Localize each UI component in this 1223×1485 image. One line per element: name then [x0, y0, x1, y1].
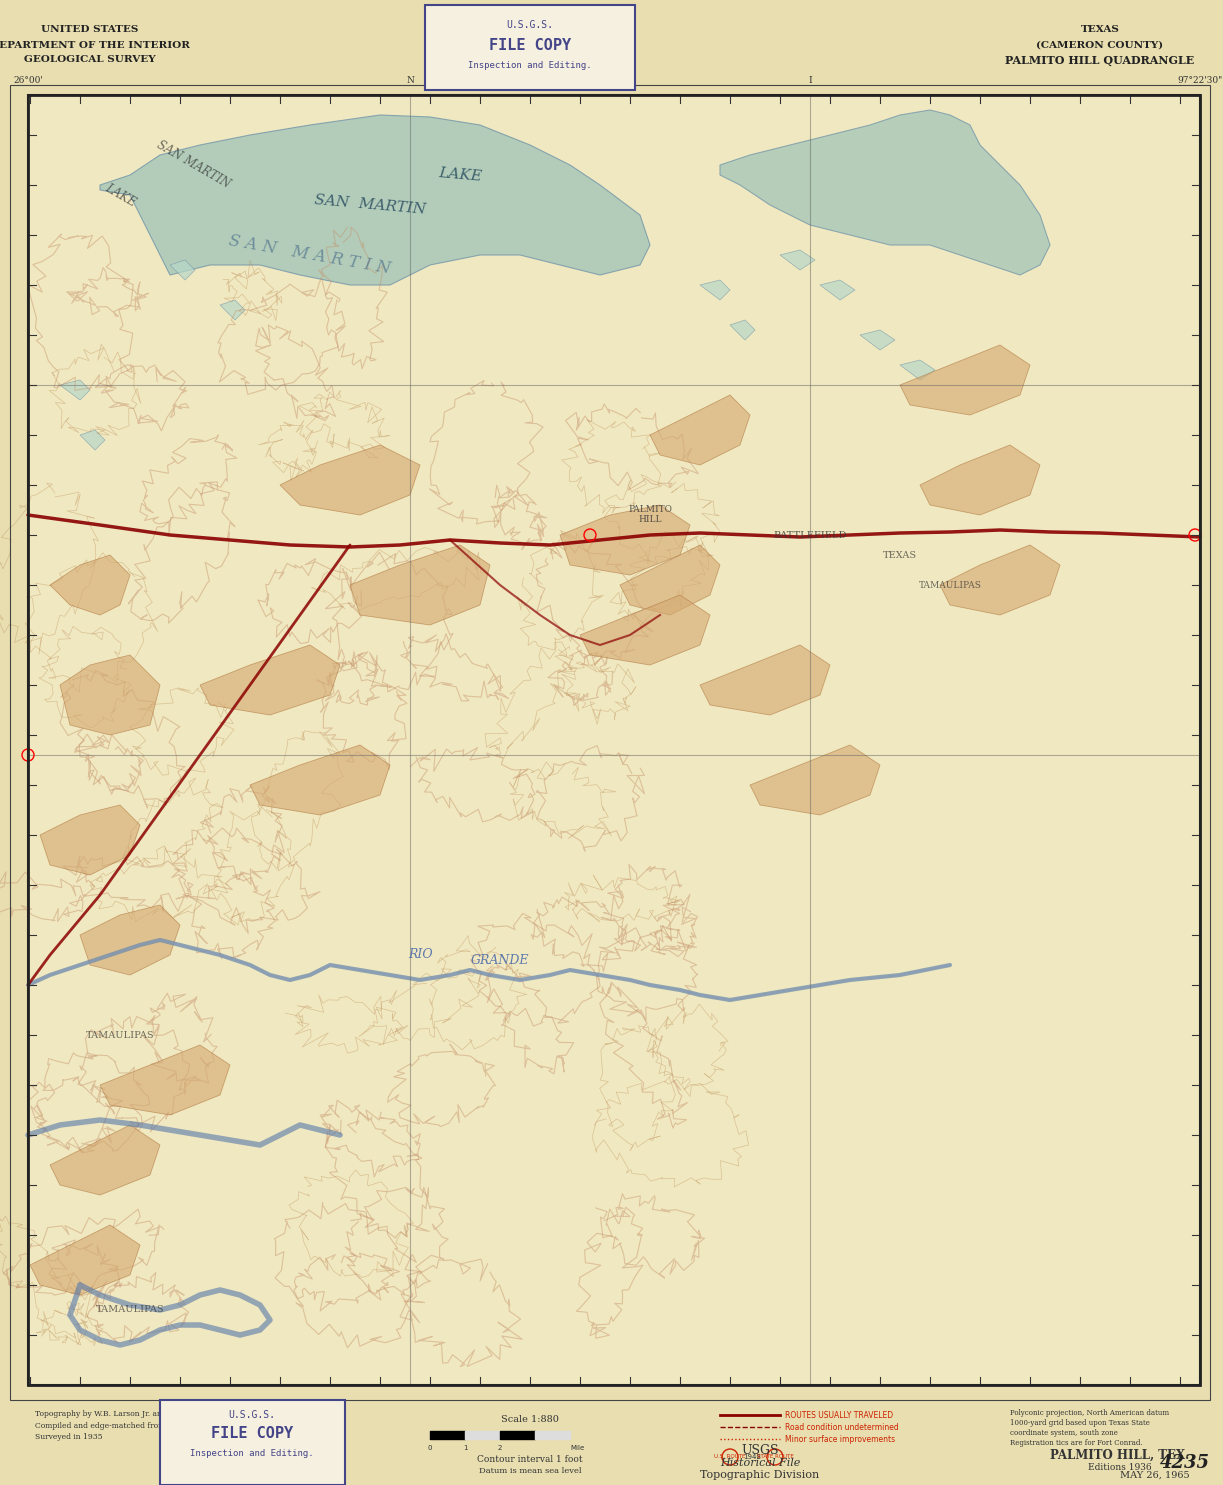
Polygon shape: [170, 260, 194, 281]
Text: Topographic Division: Topographic Division: [701, 1470, 819, 1481]
Text: MAY 26, 1965: MAY 26, 1965: [1120, 1470, 1190, 1479]
Text: LAKE: LAKE: [103, 181, 138, 209]
Polygon shape: [60, 380, 91, 399]
Text: SAN MARTIN: SAN MARTIN: [155, 138, 232, 192]
Polygon shape: [819, 281, 855, 300]
Polygon shape: [100, 114, 649, 285]
Text: SAN  MARTIN: SAN MARTIN: [313, 193, 427, 217]
Polygon shape: [620, 545, 720, 615]
Text: Scale 1:880: Scale 1:880: [501, 1415, 559, 1424]
Text: Editions 1936: Editions 1936: [1088, 1463, 1152, 1472]
Polygon shape: [900, 359, 936, 380]
FancyBboxPatch shape: [426, 4, 635, 91]
Polygon shape: [560, 505, 690, 575]
Text: N: N: [406, 76, 413, 85]
Text: GEOLOGICAL SURVEY: GEOLOGICAL SURVEY: [24, 55, 155, 64]
Text: CAMERON COUNTY, TEXAS: CAMERON COUNTY, TEXAS: [433, 50, 607, 61]
Text: PALMITO: PALMITO: [627, 505, 671, 514]
Polygon shape: [940, 545, 1060, 615]
Text: 0: 0: [428, 1445, 432, 1451]
Text: S A N   M A R T I N: S A N M A R T I N: [227, 232, 393, 278]
Text: FILE COPY: FILE COPY: [210, 1426, 294, 1440]
Text: TEXAS: TEXAS: [1081, 25, 1119, 34]
Text: TAMAULIPAS: TAMAULIPAS: [918, 581, 981, 590]
Polygon shape: [100, 1045, 230, 1115]
Text: RIO: RIO: [407, 949, 432, 961]
Text: STATE ROUTE: STATE ROUTE: [757, 1454, 794, 1460]
Polygon shape: [720, 110, 1051, 275]
Polygon shape: [920, 446, 1040, 515]
Text: GRANDE: GRANDE: [471, 953, 530, 967]
Bar: [10, 85, 1210, 1400]
Text: coordinate system, south zone: coordinate system, south zone: [1010, 1429, 1118, 1437]
Text: Contour interval 1 foot: Contour interval 1 foot: [477, 1455, 583, 1464]
Text: U.S.G.S.: U.S.G.S.: [229, 1409, 275, 1420]
Bar: [28, 95, 1200, 1386]
Polygon shape: [31, 1225, 139, 1295]
Text: HILL: HILL: [638, 515, 662, 524]
Text: USGS: USGS: [741, 1443, 779, 1457]
Text: Polyconic projection, North American datum: Polyconic projection, North American dat…: [1010, 1409, 1169, 1417]
Text: 97°22'30": 97°22'30": [1178, 76, 1223, 85]
Text: 4235: 4235: [1159, 1454, 1210, 1472]
Text: I: I: [808, 76, 812, 85]
Text: Registration tics are for Fort Conrad.: Registration tics are for Fort Conrad.: [1010, 1439, 1142, 1446]
Text: LAKE: LAKE: [438, 166, 482, 184]
Polygon shape: [750, 745, 881, 815]
Polygon shape: [40, 805, 139, 875]
Text: DEPARTMENT OF THE INTERIOR: DEPARTMENT OF THE INTERIOR: [0, 40, 190, 49]
Polygon shape: [649, 395, 750, 465]
Text: FILE COPY: FILE COPY: [489, 37, 571, 52]
Text: 26°00': 26°00': [13, 76, 43, 85]
Polygon shape: [280, 446, 419, 515]
Polygon shape: [900, 345, 1030, 414]
Text: TEXAS: TEXAS: [883, 551, 917, 560]
Text: 2: 2: [498, 1445, 503, 1451]
Text: Topography by W.B. Larson Jr. and S.S. Ferro
Compiled and edge-matched from aeri: Topography by W.B. Larson Jr. and S.S. F…: [35, 1409, 242, 1442]
Polygon shape: [700, 644, 830, 714]
Text: Datum is mean sea level: Datum is mean sea level: [478, 1467, 581, 1475]
Text: PALMITO HILL, TEX.: PALMITO HILL, TEX.: [1051, 1448, 1190, 1461]
Text: PALMITO HILL QUADRANGLE: PALMITO HILL QUADRANGLE: [1005, 55, 1195, 65]
Polygon shape: [60, 655, 160, 735]
Text: 1000-yard grid based upon Texas State: 1000-yard grid based upon Texas State: [1010, 1420, 1150, 1427]
Text: TAMAULIPAS: TAMAULIPAS: [95, 1305, 164, 1314]
FancyBboxPatch shape: [160, 1400, 345, 1485]
Polygon shape: [220, 300, 245, 319]
Bar: [28, 95, 1200, 1386]
Text: 1: 1: [462, 1445, 467, 1451]
Polygon shape: [249, 745, 390, 815]
Polygon shape: [50, 1126, 160, 1195]
Text: U.S.G.S.: U.S.G.S.: [506, 19, 554, 30]
Polygon shape: [79, 431, 105, 450]
Text: Road condition undetermined: Road condition undetermined: [785, 1423, 899, 1432]
Text: Minor surface improvements: Minor surface improvements: [785, 1435, 895, 1443]
Polygon shape: [580, 595, 711, 665]
Polygon shape: [350, 545, 490, 625]
Text: Inspection and Editing.: Inspection and Editing.: [191, 1448, 314, 1457]
Text: UNITED STATES: UNITED STATES: [42, 25, 138, 34]
Text: Historical File: Historical File: [720, 1458, 800, 1469]
Polygon shape: [730, 319, 755, 340]
Text: 1948: 1948: [744, 1454, 761, 1460]
Text: (CAMERON COUNTY): (CAMERON COUNTY): [1036, 40, 1163, 49]
Text: U.S. ROUTE: U.S. ROUTE: [714, 1454, 746, 1460]
Text: TAMAULIPAS: TAMAULIPAS: [86, 1031, 154, 1040]
Polygon shape: [201, 644, 340, 714]
Text: Mile: Mile: [570, 1445, 585, 1451]
Text: ROUTES USUALLY TRAVELED: ROUTES USUALLY TRAVELED: [785, 1411, 893, 1420]
Polygon shape: [780, 249, 815, 270]
Polygon shape: [700, 281, 730, 300]
Text: Inspection and Editing.: Inspection and Editing.: [468, 61, 592, 70]
Polygon shape: [79, 904, 180, 976]
Polygon shape: [860, 330, 895, 350]
Text: BATTLEFIELD: BATTLEFIELD: [773, 530, 846, 539]
Polygon shape: [50, 555, 130, 615]
